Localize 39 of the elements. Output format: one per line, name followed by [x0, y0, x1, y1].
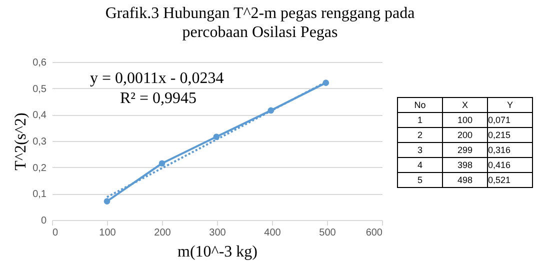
y-tick-label: 0,3 — [32, 136, 47, 148]
x-tick-label: 0 — [52, 228, 58, 238]
x-tick-label: 600 — [366, 228, 383, 238]
text: X — [442, 98, 488, 112]
text: 398 — [442, 158, 488, 172]
point — [104, 198, 110, 204]
x-tick-label: 400 — [264, 228, 282, 238]
text: 5 — [398, 172, 442, 188]
text: 0,215 — [488, 128, 532, 142]
y-tick-label: 0,6 — [32, 58, 47, 68]
x-tick-label: 100 — [99, 228, 116, 238]
text: No — [398, 98, 442, 112]
y-axis-title: T^2(s^2) — [12, 112, 30, 170]
annotation: R² = 0,9945 — [120, 90, 196, 108]
text: 0,071 — [488, 112, 532, 128]
annotation: y = 0,0011x - 0,0234 — [90, 70, 224, 88]
text: 1 — [398, 112, 442, 128]
x-tick-label: 300 — [209, 228, 226, 238]
text: 2 — [398, 128, 442, 142]
x-axis-title: m(10^-3 kg) — [178, 244, 258, 260]
y-tick-label: 0 — [40, 216, 47, 226]
text: 200 — [442, 128, 488, 142]
y-tick-label: 0,2 — [32, 162, 47, 174]
x-tick-label: 500 — [319, 228, 336, 238]
text: 498 — [442, 172, 488, 188]
chart-title: Grafik.3 Hubungan T^2-m pegas renggang pada percobaan Osilasi Pegas — [104, 4, 416, 42]
text: 299 — [442, 142, 488, 158]
y-tick-label: 0,5 — [32, 84, 47, 95]
y-tick-label: 0,4 — [32, 110, 47, 122]
text: Y — [488, 98, 532, 112]
text: 0,521 — [488, 172, 532, 188]
text: 0,416 — [488, 158, 532, 172]
y-tick-label: 0,1 — [32, 189, 47, 200]
point — [158, 160, 166, 167]
text: 0,316 — [488, 142, 532, 158]
text: 100 — [442, 112, 488, 128]
x-tick-label: 200 — [154, 228, 172, 238]
text: 4 — [398, 158, 442, 172]
text: 3 — [398, 142, 442, 158]
